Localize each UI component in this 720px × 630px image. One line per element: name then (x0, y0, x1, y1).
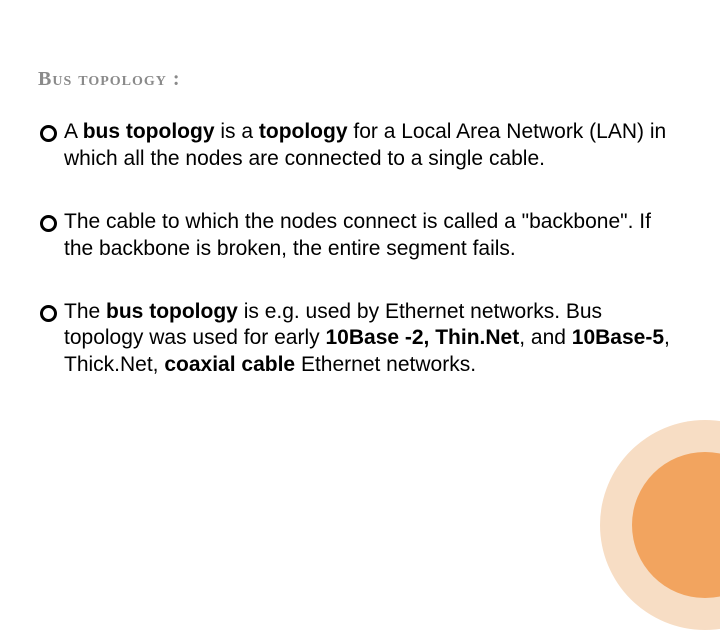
bullet-item: The cable to which the nodes connect is … (38, 209, 670, 263)
bullet-item: The bus topology is e.g. used by Etherne… (38, 299, 670, 380)
text: The cable to which the nodes connect is … (64, 210, 651, 260)
bold-text: 10Base -2, Thin.Net (325, 326, 519, 349)
bold-text: bus topology (83, 120, 215, 143)
bold-text: bus topology (106, 300, 238, 323)
slide-title: Bus topology : (38, 68, 670, 91)
text: , and (519, 326, 572, 349)
bold-text: coaxial cable (164, 353, 295, 376)
bullet-item: A bus topology is a topology for a Local… (38, 119, 670, 173)
bullet-list: A bus topology is a topology for a Local… (38, 119, 670, 379)
bold-text: 10Base-5 (572, 326, 664, 349)
text: Ethernet networks. (295, 353, 476, 376)
slide: Bus topology : A bus topology is a topol… (0, 0, 720, 540)
text: is a (215, 120, 259, 143)
bold-text: topology (259, 120, 348, 143)
text: A (64, 120, 83, 143)
text: The (64, 300, 106, 323)
slide-content: Bus topology : A bus topology is a topol… (38, 68, 670, 379)
